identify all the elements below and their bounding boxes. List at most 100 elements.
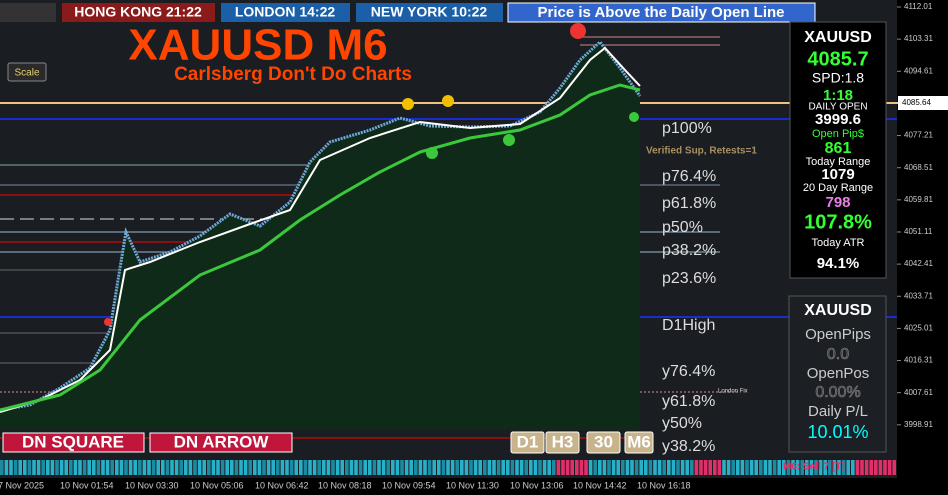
strip-cell: [161, 460, 165, 475]
strip-cell: [510, 460, 515, 475]
strip-cell: [78, 460, 82, 475]
strip-cell: [423, 460, 427, 475]
strip-cell: [699, 460, 703, 475]
strip-cell: [303, 460, 308, 475]
button-label: D1: [517, 432, 539, 451]
strip-cell: [138, 460, 142, 475]
strip-cell: [271, 460, 275, 475]
clock-box: [62, 3, 215, 22]
strip-cell: [667, 460, 671, 475]
time-tick-label: 10 Nov 13:06: [510, 480, 564, 490]
strip-cell: [671, 460, 676, 475]
strip-cell: [552, 460, 556, 475]
strip-cell: [878, 460, 883, 475]
strip-cell: [832, 460, 837, 475]
strip-cell: [588, 460, 593, 475]
strip-cell: [634, 460, 639, 475]
strip-cell: [515, 460, 519, 475]
strip-cell: [593, 460, 597, 475]
time-tick-label: 10 Nov 08:18: [318, 480, 372, 490]
level-label: p76.4%: [662, 168, 716, 185]
strip-cell: [207, 460, 211, 475]
label: Scale: [14, 68, 39, 79]
clock-box: [221, 3, 350, 22]
label: London Fix: [718, 389, 748, 395]
strip-cell: [533, 460, 538, 475]
timeframe-button[interactable]: [586, 431, 621, 454]
price-tick-label: 4059.81: [904, 195, 933, 204]
marker: [503, 134, 515, 146]
label: LONDON 14:22: [235, 4, 336, 20]
strip-cell: [791, 460, 795, 475]
strip-cell: [147, 460, 151, 475]
strip-cell: [46, 460, 50, 475]
signal-button[interactable]: [149, 432, 293, 453]
strip-cell: [101, 460, 105, 475]
strip-cell: [27, 460, 32, 475]
signal-button[interactable]: [2, 432, 145, 453]
timeframe-button[interactable]: [624, 431, 654, 454]
price-tick-label: 4051.11: [904, 227, 933, 236]
strip-cell: [156, 460, 160, 475]
strip-cell: [349, 460, 354, 475]
strip-cell: [598, 460, 602, 475]
timeframe-button[interactable]: [545, 431, 580, 454]
label: Open Pip$: [812, 128, 864, 140]
strip-cell: [285, 460, 289, 475]
label: 94.1%: [817, 255, 860, 272]
fast-ma: [0, 46, 641, 413]
strip-cell: [749, 460, 754, 475]
strip-cell: [795, 460, 800, 475]
level-label: y61.8%: [662, 393, 715, 410]
strip-cell: [814, 460, 818, 475]
strip-cell: [616, 460, 620, 475]
label: 1079: [821, 166, 854, 183]
strip-cell: [193, 460, 197, 475]
marker: [570, 23, 586, 39]
strip-cell: [611, 460, 616, 475]
price-tick-label: 4094.61: [904, 66, 933, 75]
strip-cell: [478, 460, 482, 475]
strip-cell: [713, 460, 717, 475]
strip-cell: [625, 460, 630, 475]
price-axis-bg: [897, 0, 948, 495]
strip-cell: [92, 460, 96, 475]
account-panel: [788, 295, 887, 453]
strip-cell: [685, 460, 689, 475]
current-price: 4085.64: [902, 98, 931, 107]
price-tick-label: 4103.31: [904, 34, 933, 43]
level-label: p100%: [662, 120, 712, 137]
strip-cell: [142, 460, 147, 475]
strip-cell: [87, 460, 91, 475]
strip-cell: [96, 460, 101, 475]
strip-cell: [736, 460, 740, 475]
label: DAILY OPEN: [808, 102, 867, 113]
strip-cell: [869, 460, 873, 475]
price-tick-label: 4025.01: [904, 324, 933, 333]
strip-cell: [464, 460, 469, 475]
current-price-box: [898, 96, 948, 110]
strip-cell: [174, 460, 179, 475]
strip-cell: [105, 460, 110, 475]
clock-box: [356, 3, 503, 22]
strip-cell: [381, 460, 386, 475]
strip-cell: [9, 460, 13, 475]
strip-cell: [358, 460, 363, 475]
marker: [629, 112, 639, 122]
scale-button[interactable]: [7, 62, 47, 82]
chart-title: XAUUSD M6: [128, 21, 387, 70]
strip-cell: [740, 460, 745, 475]
label: 107.8%: [804, 211, 872, 233]
label: Verified Sup, Retests=1: [646, 146, 757, 157]
strip-cell: [55, 460, 59, 475]
strip-cell: [809, 460, 814, 475]
info-panel: [789, 21, 887, 279]
strip-cell: [386, 460, 390, 475]
label: 20 Day Range: [803, 182, 873, 194]
strip-cell: [887, 460, 892, 475]
strip-cell: [575, 460, 579, 475]
price-tick-label: 4077.21: [904, 131, 933, 140]
strip-cell: [345, 460, 349, 475]
timeframe-button[interactable]: [510, 431, 545, 454]
strip-cell: [680, 460, 685, 475]
